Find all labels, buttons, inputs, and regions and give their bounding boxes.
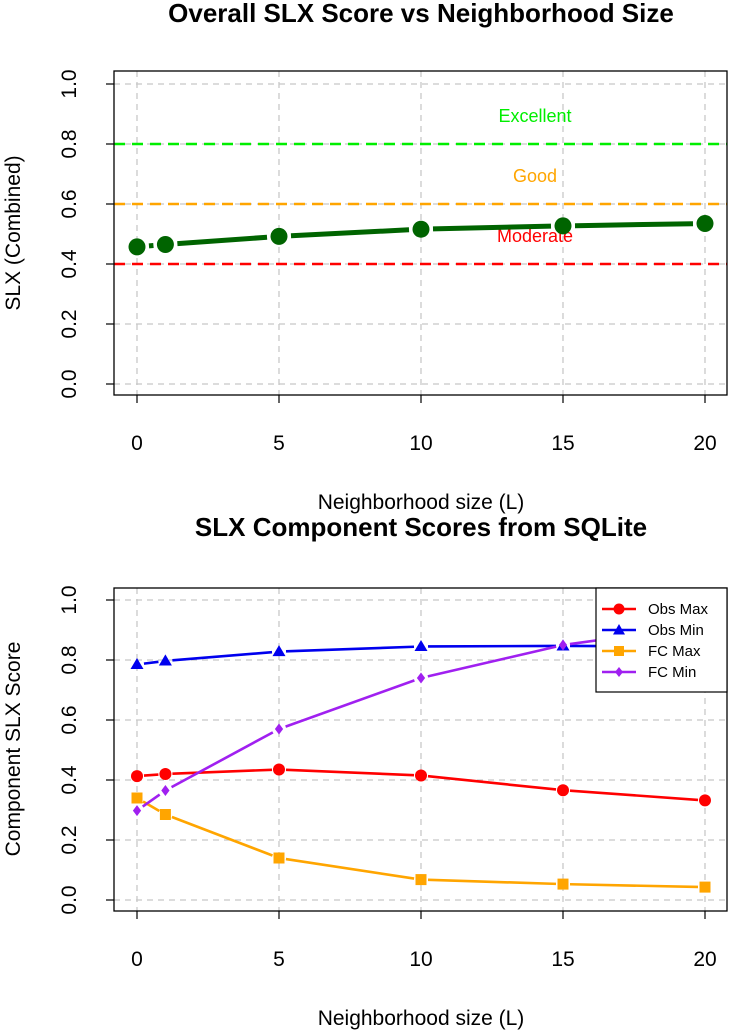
series-line-segment: [143, 660, 159, 665]
data-point: [696, 215, 714, 232]
data-point: [412, 220, 430, 238]
y-tick-label: 0.4: [58, 249, 81, 279]
data-point: [159, 768, 172, 780]
legend-label: FC Max: [648, 643, 701, 660]
data-point: [416, 672, 426, 684]
data-point: [130, 658, 144, 670]
legend-marker: [615, 667, 623, 677]
series-line-segment: [569, 882, 699, 889]
y-tick-label: 0.8: [58, 129, 81, 158]
y-tick-label: 0.2: [58, 309, 81, 338]
legend-label: FC Min: [648, 664, 696, 681]
reference-label: Excellent: [498, 106, 571, 126]
data-point: [273, 852, 285, 864]
data-point: [131, 792, 143, 804]
chart-title: Overall SLX Score vs Neighborhood Size: [168, 0, 674, 28]
chart-title: SLX Component Scores from SQLite: [195, 512, 647, 542]
legend-marker: [613, 624, 625, 635]
y-axis-label: SLX (Combined): [2, 155, 25, 310]
x-tick-label: 10: [409, 948, 432, 971]
reference-label: Good: [513, 166, 557, 186]
y-tick-label: 0.6: [58, 189, 81, 218]
y-axis-label: Component SLX Score: [2, 642, 25, 857]
x-axis-label: Neighborhood size (L): [318, 491, 525, 514]
y-tick-label: 1.0: [58, 585, 81, 614]
legend-label: Obs Min: [648, 622, 704, 639]
data-point: [161, 785, 170, 796]
reference-label: Moderate: [497, 226, 573, 246]
data-point: [156, 236, 174, 253]
data-point: [415, 874, 427, 886]
y-tick-label: 0.0: [58, 369, 81, 398]
series-line-segment: [427, 774, 557, 791]
data-point: [131, 770, 143, 783]
data-point: [270, 227, 288, 245]
y-tick-label: 0.0: [58, 885, 81, 914]
series-line-segment: [172, 650, 273, 662]
plot-area: Excellent Good Moderate 0 5 10 15 20 0.0 0.2 0.4 0.…: [58, 69, 728, 455]
legend-label: Obs Max: [648, 601, 709, 618]
data-point: [128, 238, 146, 256]
legend-marker: [613, 603, 625, 615]
series-line-segment: [285, 679, 415, 728]
series-line-segment: [285, 645, 415, 653]
data-point: [699, 794, 711, 807]
y-tick-label: 0.4: [58, 765, 81, 795]
x-tick-label: 20: [693, 948, 716, 971]
series-line-segment: [427, 645, 557, 678]
series-line-segment: [172, 768, 273, 776]
series-line-segment: [170, 731, 274, 789]
x-tick-label: 15: [551, 432, 574, 455]
y-tick-label: 0.8: [58, 645, 81, 674]
series-line-segment: [432, 223, 552, 232]
data-point: [132, 805, 142, 817]
data-point: [272, 645, 286, 657]
series-line-segment: [285, 768, 415, 777]
data-point: [558, 639, 568, 651]
series-line-segment: [574, 221, 694, 229]
legend-marker: [614, 646, 624, 656]
series-line-segment: [427, 644, 557, 648]
x-tick-label: 10: [409, 432, 432, 455]
x-tick-label: 20: [693, 432, 716, 455]
y-tick-label: 0.2: [58, 825, 81, 854]
series-line-segment: [427, 878, 557, 886]
plot-area: 0 5 10 15 20 0.0 0.2 0.4 0.6 0.8 1.0 Obs Max Obs Min…: [58, 585, 728, 971]
x-tick-label: 5: [273, 948, 285, 971]
x-tick-label: 0: [131, 948, 143, 971]
data-point: [273, 763, 285, 776]
y-tick-label: 0.6: [58, 705, 81, 734]
data-point: [557, 878, 569, 890]
series-line-segment: [143, 773, 159, 777]
series-line-segment: [171, 815, 273, 857]
data-point: [554, 217, 572, 235]
data-point: [415, 769, 427, 782]
y-tick-label: 1.0: [58, 69, 81, 98]
x-axis-label: Neighborhood size (L): [318, 1007, 525, 1030]
series-line-segment: [285, 857, 415, 880]
series-line-segment: [177, 234, 268, 247]
series-line-segment: [142, 800, 161, 813]
data-point: [158, 654, 172, 666]
series-line-segment: [569, 789, 699, 802]
data-point: [557, 784, 569, 797]
data-point: [159, 809, 171, 820]
data-point: [414, 640, 428, 652]
legend: Obs Max Obs Min FC Max FC Min: [595, 587, 728, 693]
data-point: [274, 723, 284, 735]
x-tick-label: 0: [131, 432, 143, 455]
data-point: [699, 881, 711, 893]
series-line-segment: [290, 227, 410, 239]
x-tick-label: 15: [551, 948, 574, 971]
chart-overall-slx: Overall SLX Score vs Neighborhood Size N…: [2, 0, 728, 514]
x-tick-label: 5: [273, 432, 285, 455]
series-line-segment: [141, 793, 161, 808]
chart-component-slx: SLX Component Scores from SQLite Neighbo…: [2, 512, 728, 1030]
